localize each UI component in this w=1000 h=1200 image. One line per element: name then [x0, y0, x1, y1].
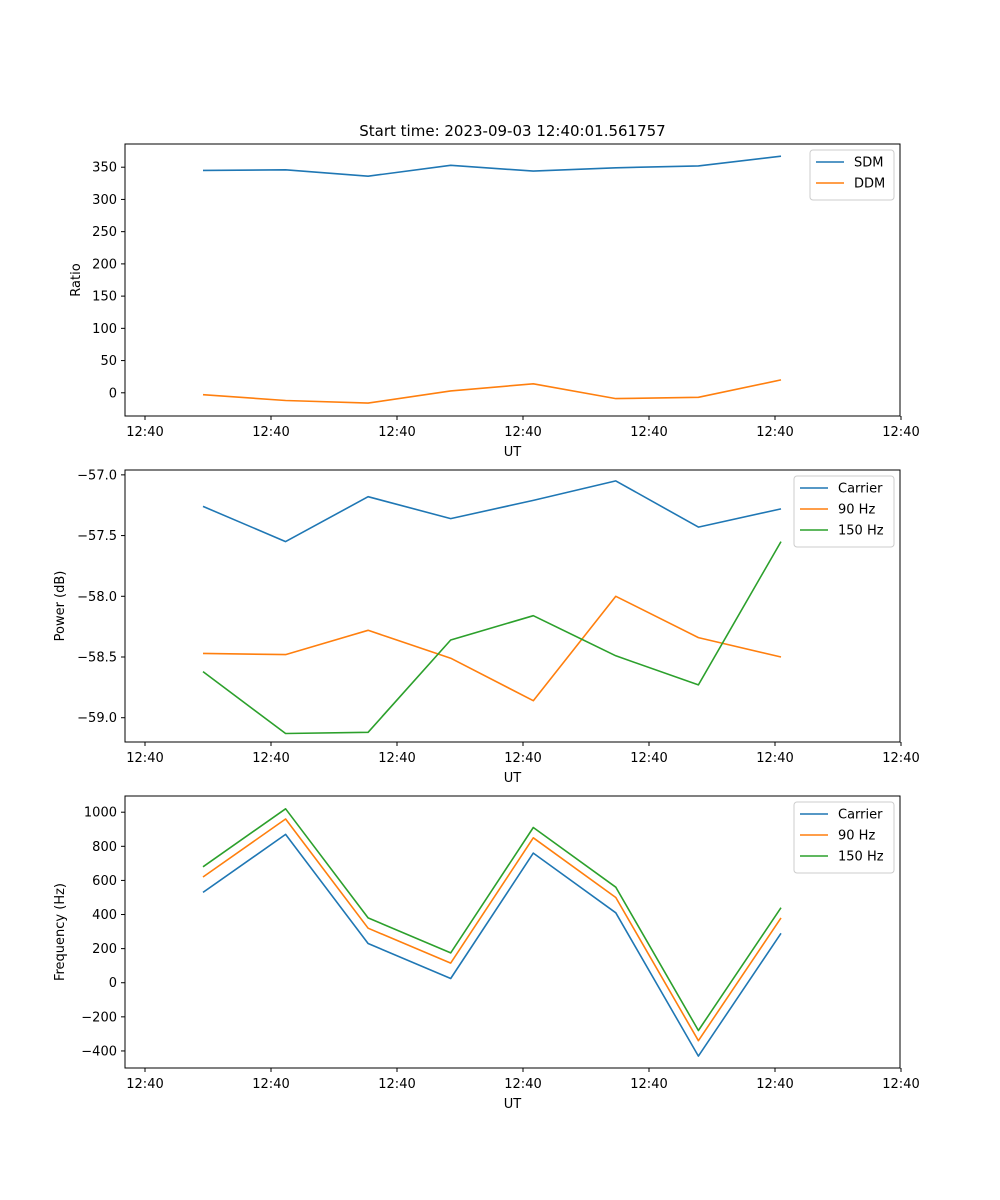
axes-frame — [124, 469, 901, 743]
y-tick-label: 0 — [109, 386, 117, 401]
y-axis-label: Power (dB) — [53, 571, 68, 642]
x-tick-label: 12:40 — [126, 425, 163, 440]
x-tick-label: 12:40 — [630, 751, 667, 766]
legend-label: DDM — [854, 177, 885, 192]
series-line-150-hz — [202, 541, 782, 735]
y-tick-label: −400 — [81, 1044, 117, 1059]
series-line-carrier — [202, 833, 782, 1057]
series-line-carrier — [202, 480, 782, 543]
x-axis-label: UT — [504, 445, 522, 460]
legend-label: Carrier — [838, 482, 883, 497]
y-tick-label: 1000 — [84, 806, 117, 821]
y-axis-label: Frequency (Hz) — [53, 883, 68, 981]
legend-label: 150 Hz — [838, 524, 884, 539]
legend: Carrier 90 Hz 150 Hz — [793, 475, 895, 548]
x-tick-label: 12:40 — [126, 1077, 163, 1092]
x-tick-label: 12:40 — [630, 1077, 667, 1092]
x-tick-label: 12:40 — [756, 751, 793, 766]
series-line-90-hz — [202, 818, 782, 1042]
x-tick-label: 12:40 — [756, 1077, 793, 1092]
series-line-90-hz — [202, 595, 782, 702]
legend-label: 90 Hz — [838, 829, 875, 844]
legend-label: SDM — [854, 156, 883, 171]
y-tick-label: −57.0 — [77, 468, 117, 483]
y-tick-label: 200 — [92, 942, 117, 957]
y-tick-label: 100 — [92, 322, 117, 337]
x-tick-label: 12:40 — [504, 1077, 541, 1092]
axes-frame — [124, 795, 901, 1069]
figure-title: Start time: 2023-09-03 12:40:01.561757 — [359, 122, 665, 140]
x-tick-label: 12:40 — [756, 425, 793, 440]
x-tick-label: 12:40 — [504, 425, 541, 440]
legend: SDM DDM — [809, 149, 895, 201]
y-tick-label: 800 — [92, 840, 117, 855]
legend-label: 90 Hz — [838, 503, 875, 518]
y-tick-label: 600 — [92, 874, 117, 889]
axes-frame — [124, 143, 901, 417]
y-tick-label: 150 — [92, 290, 117, 305]
chart-panel-1: 12:4012:4012:4012:4012:4012:4012:4012:41… — [69, 143, 920, 460]
y-tick-label: −59.0 — [77, 711, 117, 726]
y-axis-label: Ratio — [69, 263, 84, 296]
y-tick-label: 200 — [92, 257, 117, 272]
legend-label: 150 Hz — [838, 850, 884, 865]
x-tick-label: 12:40 — [378, 425, 415, 440]
legend: Carrier 90 Hz 150 Hz — [793, 801, 895, 874]
x-tick-label: 12:40 — [252, 751, 289, 766]
y-tick-label: −200 — [81, 1010, 117, 1025]
plots: 12:4012:4012:4012:4012:4012:4012:4012:41… — [53, 143, 920, 1112]
x-axis-label: UT — [504, 771, 522, 786]
x-tick-label: 12:40 — [378, 1077, 415, 1092]
y-tick-label: 0 — [109, 976, 117, 991]
x-axis-label: UT — [504, 1097, 522, 1112]
legend-label: Carrier — [838, 808, 883, 823]
x-tick-label: 12:40 — [126, 751, 163, 766]
y-tick-label: 400 — [92, 908, 117, 923]
y-tick-label: −58.5 — [77, 651, 117, 666]
series-line-sdm — [202, 155, 782, 177]
x-tick-label: 12:40 — [882, 751, 919, 766]
x-tick-label: 12:40 — [252, 425, 289, 440]
series-line-ddm — [202, 379, 782, 404]
y-tick-label: 300 — [92, 193, 117, 208]
y-tick-label: 250 — [92, 225, 117, 240]
series-line-150-hz — [202, 807, 782, 1032]
chart-panel-3: 12:4012:4012:4012:4012:4012:4012:4012:41… — [53, 795, 920, 1112]
y-tick-label: −58.0 — [77, 590, 117, 605]
x-tick-label: 12:40 — [378, 751, 415, 766]
x-tick-label: 12:40 — [504, 751, 541, 766]
x-tick-label: 12:40 — [630, 425, 667, 440]
x-tick-label: 12:40 — [882, 1077, 919, 1092]
y-tick-label: 50 — [100, 354, 117, 369]
x-tick-label: 12:40 — [882, 425, 919, 440]
x-tick-label: 12:40 — [252, 1077, 289, 1092]
chart-panel-2: 12:4012:4012:4012:4012:4012:4012:4012:41… — [53, 468, 920, 786]
y-tick-label: −57.5 — [77, 529, 117, 544]
y-tick-label: 350 — [92, 161, 117, 176]
